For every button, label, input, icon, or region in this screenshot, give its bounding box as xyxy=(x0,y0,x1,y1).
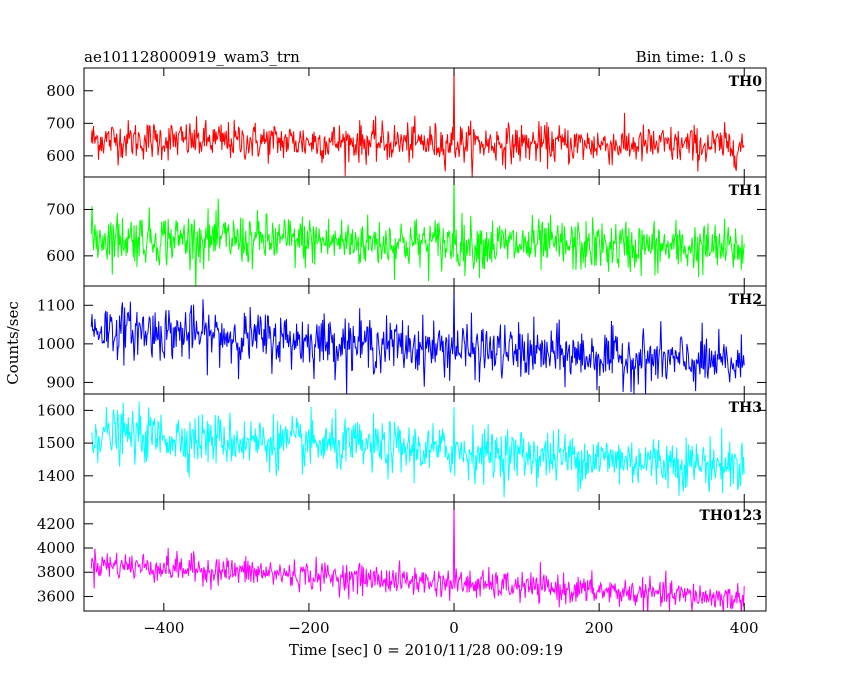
x-tick-label: −400 xyxy=(143,619,184,637)
panel-label: TH0 xyxy=(729,74,763,90)
panel-label: TH1 xyxy=(729,183,762,199)
series-line-th2 xyxy=(90,286,745,394)
panel-th3: 1400 1500 1600 TH3 xyxy=(37,393,767,503)
y-tick-label: 900 xyxy=(46,373,75,391)
y-tick-label: 800 xyxy=(46,82,75,100)
panel-frame xyxy=(83,67,767,178)
panel-label: TH2 xyxy=(729,292,762,308)
x-tick-label: 400 xyxy=(730,619,759,637)
panel-frame xyxy=(83,501,767,612)
series-line-th3 xyxy=(90,401,745,498)
x-tick-label: 0 xyxy=(449,619,459,637)
y-tick-label: 600 xyxy=(46,247,75,265)
panel-th0123: 3600 3800 4000 4200 TH0123 xyxy=(37,501,767,612)
panel-th1: 600 700 TH1 xyxy=(46,176,767,287)
panel-label: TH3 xyxy=(729,400,762,416)
y-tick-label: 700 xyxy=(46,200,75,218)
y-axis-title: Counts/sec xyxy=(4,301,22,385)
series-line-th1 xyxy=(90,177,745,286)
panel-label: TH0123 xyxy=(699,508,762,524)
y-tick-label: 700 xyxy=(46,114,75,132)
x-axis-title: Time [sec] 0 = 2010/11/28 00:09:19 xyxy=(289,641,563,659)
y-tick-label: 1600 xyxy=(37,401,75,419)
x-tick-label: 200 xyxy=(585,619,614,637)
observation-id: ae101128000919_wam3_trn xyxy=(84,48,300,66)
y-tick-label: 1500 xyxy=(37,434,75,452)
y-tick-label: 3600 xyxy=(37,587,75,605)
panel-frame xyxy=(83,176,767,287)
y-tick-label: 1400 xyxy=(37,467,75,485)
y-tick-label: 4000 xyxy=(37,539,75,557)
x-tick-label: −200 xyxy=(288,619,329,637)
bin-time-label: Bin time: 1.0 s xyxy=(636,48,746,66)
panel-th0: 600 700 800 TH0 xyxy=(46,67,767,178)
y-tick-label: 4200 xyxy=(37,515,75,533)
y-tick-label: 1100 xyxy=(37,296,75,314)
panel-th2: 900 1000 1100 TH2 xyxy=(37,285,767,395)
series-line-th0 xyxy=(90,68,745,177)
y-tick-label: 3800 xyxy=(37,563,75,581)
series-line-th0123 xyxy=(90,502,745,611)
y-tick-label: 1000 xyxy=(37,335,75,353)
x-axis-tick-labels: −400 −200 0 200 400 xyxy=(143,619,758,637)
y-tick-label: 600 xyxy=(46,147,75,165)
